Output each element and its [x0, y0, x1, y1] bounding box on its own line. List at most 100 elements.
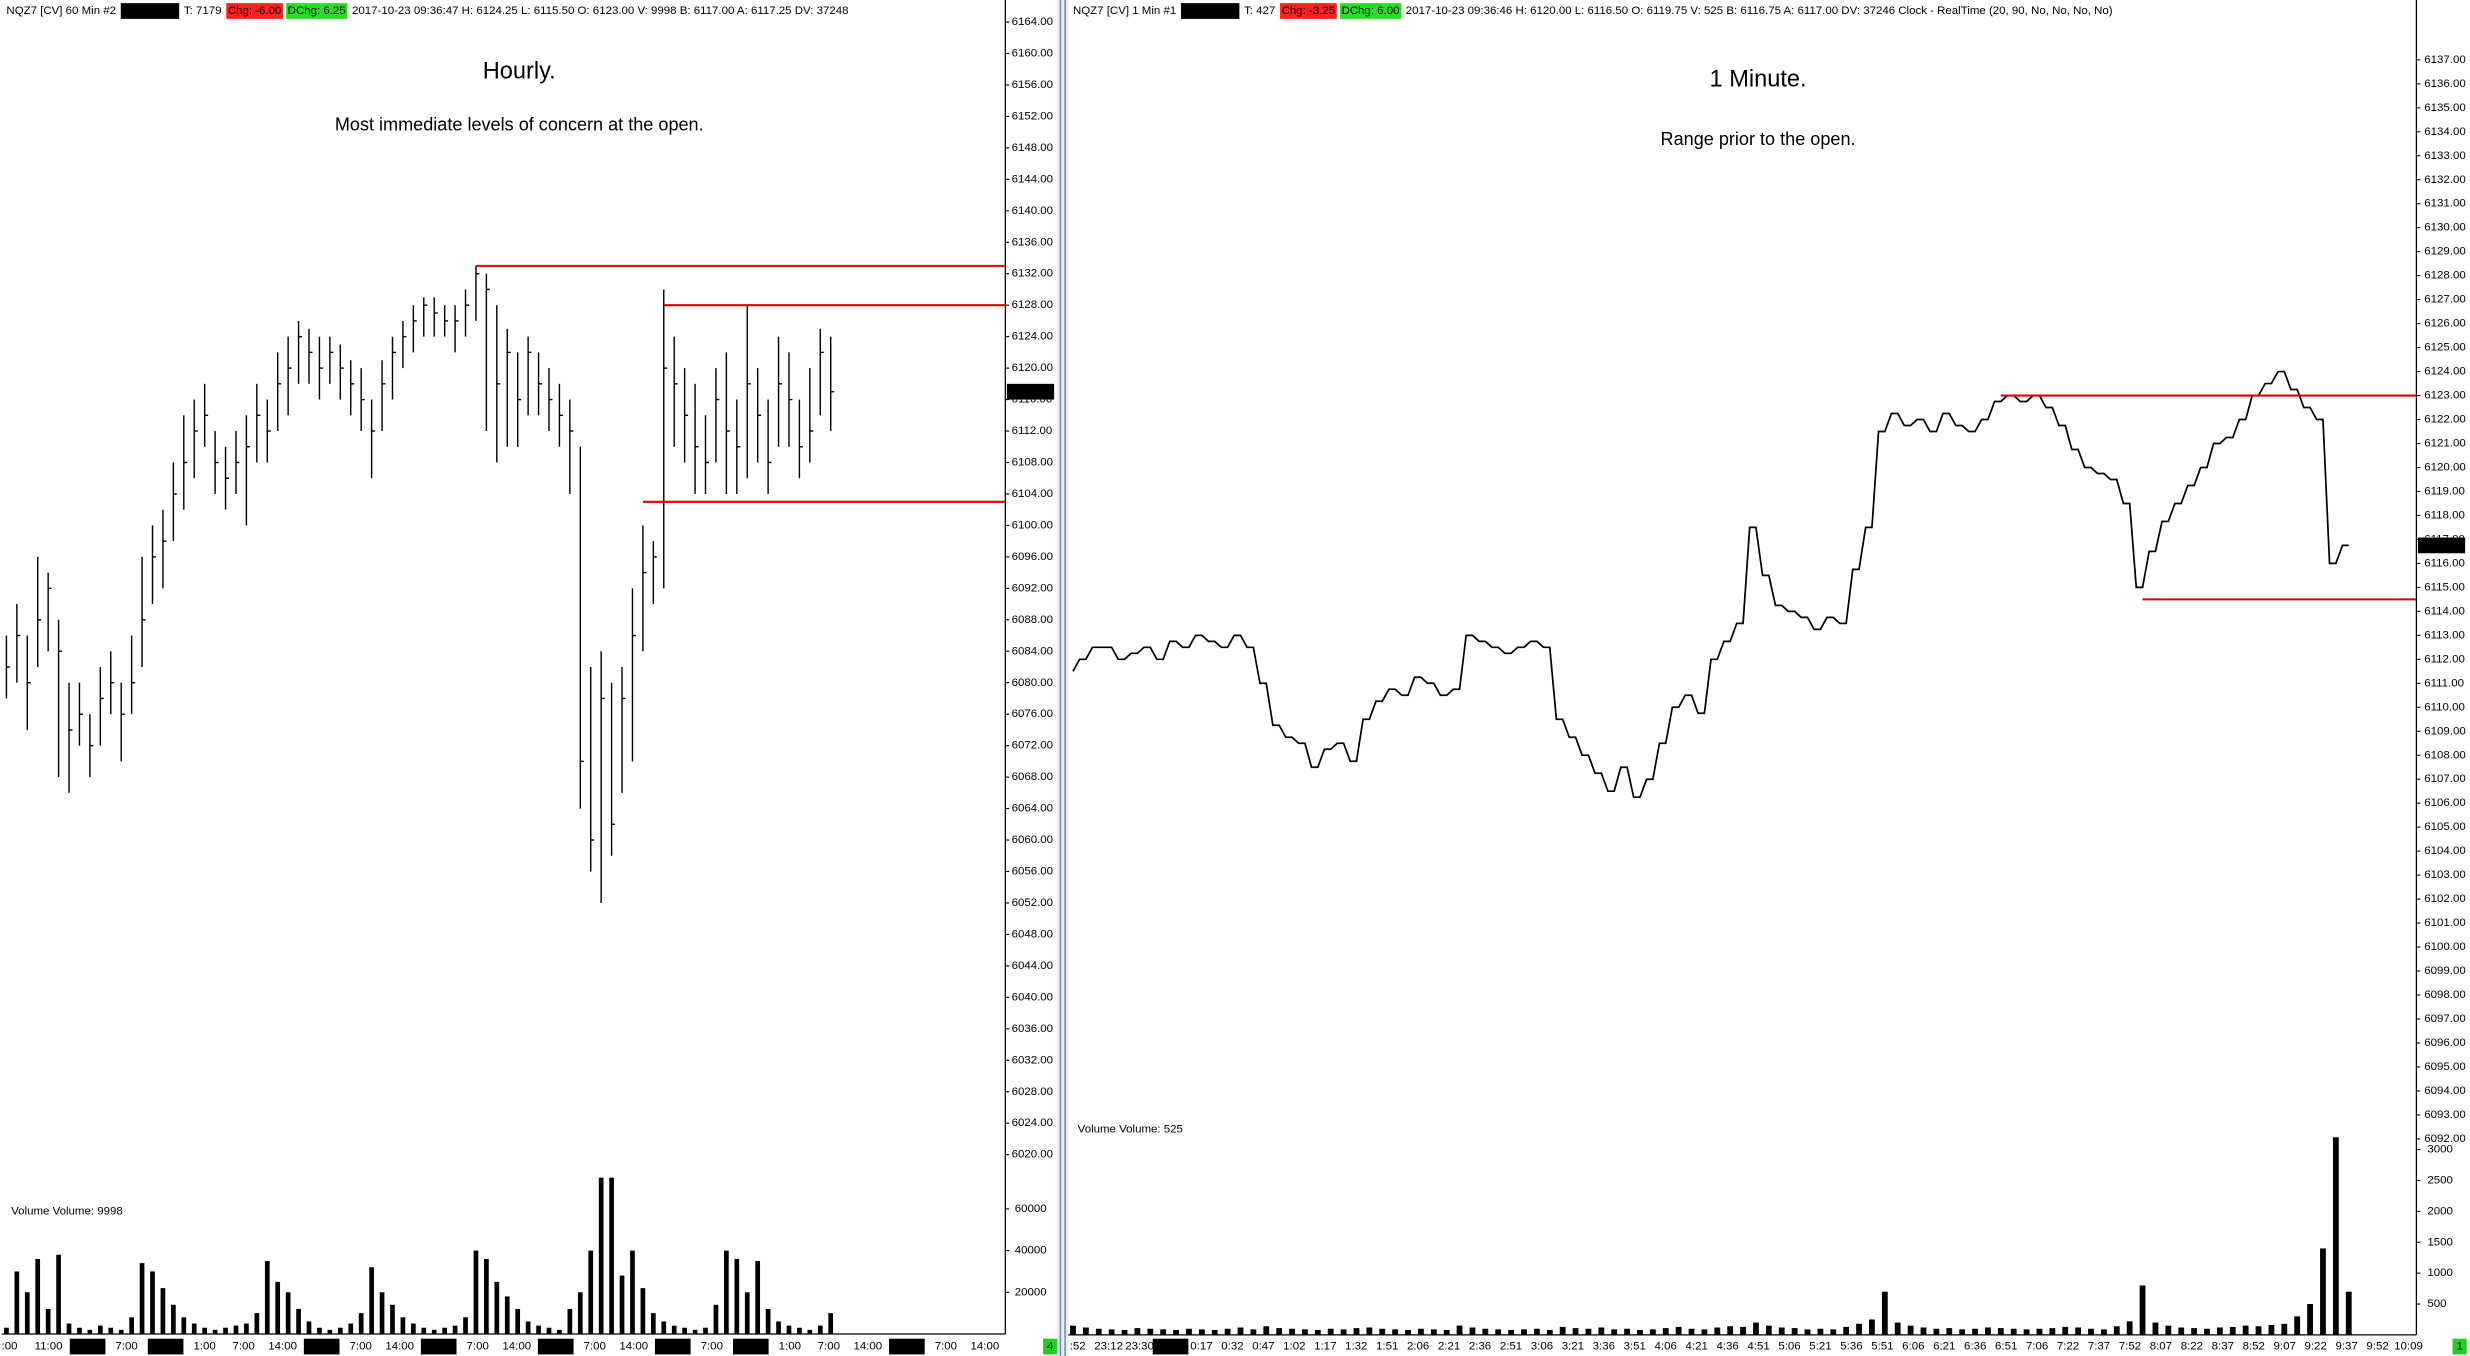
x-tick-label: 4:36	[1716, 1341, 1738, 1353]
volume-bar	[35, 1258, 41, 1334]
chart-panel: NQZ7 [CV] 60 Min #2 C: 6117.00 T: 7179 Chg:…	[2, 0, 1058, 1355]
header-item: C: 6117.00	[122, 5, 177, 17]
volume-bar	[734, 1258, 740, 1334]
volume-bar	[463, 1317, 468, 1334]
volume-bar	[1894, 1322, 1901, 1335]
x-tick-label: 3:21	[1562, 1341, 1584, 1353]
x-date-badge	[654, 1338, 691, 1355]
x-tick-label: 6:06	[1902, 1341, 1924, 1353]
header-badge	[120, 3, 180, 19]
volume-bar	[431, 1329, 437, 1334]
status-box	[1043, 1338, 1058, 1355]
volume-bar	[2345, 1291, 2352, 1335]
volume-tick-label: 2000	[2427, 1205, 2453, 1217]
y-tick-label: 6095.00	[2424, 1061, 2465, 1073]
x-tick-label: 0:47	[1252, 1341, 1274, 1353]
header-item: DChg: 6.00	[1341, 5, 1399, 17]
volume-bar	[484, 1258, 489, 1334]
header-item: T: 427	[1244, 5, 1275, 17]
volume-bar	[118, 1329, 124, 1334]
volume-bar	[1727, 1326, 1734, 1335]
status-label: 4	[1047, 1341, 1054, 1353]
volume-bar	[4, 1327, 9, 1334]
y-tick-label: 6096.00	[2424, 1037, 2465, 1049]
volume-bar	[2126, 1321, 2133, 1335]
x-tick-label: 10-13	[73, 1341, 102, 1353]
x-tick-label: 9:22	[2305, 1341, 2327, 1353]
volume-bar	[296, 1308, 301, 1334]
volume-bar	[244, 1323, 249, 1334]
volume-bar	[1121, 1329, 1128, 1335]
x-tick-label: 10-23	[1156, 1341, 1185, 1353]
volume-bar	[1585, 1328, 1592, 1335]
volume-bar	[1521, 1329, 1527, 1335]
volume-bar	[191, 1323, 197, 1334]
y-tick-label: 6116.00	[1012, 394, 1053, 406]
y-tick-label: 6148.00	[1012, 142, 1053, 154]
volume-bar	[1314, 1329, 1321, 1335]
x-tick-label: 5:51	[1871, 1341, 1893, 1353]
volume-bar	[525, 1321, 531, 1334]
volume-bar	[160, 1288, 166, 1334]
volume-label: Volume Volume: 525	[1078, 1124, 1183, 1136]
y-tick-label: 6106.00	[2424, 797, 2465, 809]
volume-bar	[1327, 1328, 1334, 1335]
x-tick-label: 6:21	[1933, 1341, 1955, 1353]
volume-bar	[77, 1327, 82, 1334]
volume-bar	[1598, 1327, 1605, 1335]
volume-bar	[45, 1308, 51, 1334]
x-tick-label: 7:00	[818, 1341, 840, 1353]
x-date-badge	[420, 1338, 457, 1355]
volume-bar	[2332, 1137, 2339, 1335]
volume-tick-label: 2500	[2427, 1175, 2453, 1187]
volume-bar	[1675, 1326, 1682, 1335]
volume-bar	[1392, 1329, 1399, 1335]
volume-bar	[1198, 1329, 1205, 1335]
y-tick-label: 6128.00	[2424, 270, 2465, 282]
x-tick-label: 4:21	[1686, 1341, 1708, 1353]
y-tick-label: 6092.00	[2424, 1133, 2465, 1145]
volume-bar	[1933, 1328, 1940, 1335]
volume-bar	[1430, 1329, 1437, 1335]
y-tick-label: 6120.00	[2424, 462, 2465, 474]
volume-bar	[2139, 1285, 2146, 1335]
x-tick-label: 6:51	[1995, 1341, 2017, 1353]
volume-bar	[285, 1292, 291, 1334]
volume-bar	[390, 1304, 395, 1334]
x-tick-label: 2:21	[1438, 1341, 1460, 1353]
volume-bar	[1546, 1329, 1553, 1335]
y-tick-label: 6112.00	[1012, 425, 1053, 437]
volume-bar	[358, 1313, 364, 1334]
last-price-marker	[1006, 383, 1055, 400]
volume-bar	[97, 1325, 103, 1334]
y-tick-label: 6110.00	[2424, 701, 2465, 713]
volume-bar	[577, 1292, 583, 1334]
volume-bar	[1714, 1327, 1721, 1335]
volume-bar	[1211, 1329, 1218, 1335]
chart-title: Hourly.	[483, 58, 556, 84]
x-tick-label: 14:00	[619, 1341, 648, 1353]
x-tick-label: 10:09	[2394, 1341, 2423, 1353]
y-tick-label: 6123.00	[2424, 390, 2465, 402]
y-tick-label: 6126.00	[2424, 318, 2465, 330]
y-tick-label: 6068.00	[1012, 771, 1053, 783]
volume-bar	[2307, 1304, 2313, 1335]
volume-bar	[1753, 1322, 1759, 1335]
last-price-label: 6116.75	[2420, 539, 2461, 551]
volume-bar	[264, 1261, 270, 1334]
volume-bar	[1572, 1328, 1579, 1335]
y-tick-label: 6156.00	[1012, 79, 1053, 91]
volume-bar	[2191, 1328, 2198, 1335]
x-tick-label: 8:07	[2150, 1341, 2172, 1353]
volume-bar	[650, 1313, 656, 1334]
y-tick-label: 6114.00	[2424, 605, 2465, 617]
x-tick-label: 3:06	[1531, 1341, 1553, 1353]
y-tick-label: 6124.00	[1012, 331, 1053, 343]
status-label: 1	[2456, 1341, 2462, 1353]
header-item: T: 7179	[184, 5, 222, 17]
volume-tick-label: 3000	[2427, 1144, 2453, 1156]
volume-bar	[421, 1327, 427, 1334]
x-tick-label: 1:51	[1376, 1341, 1398, 1353]
volume-bar	[2036, 1328, 2043, 1335]
volume-bar	[1804, 1329, 1811, 1335]
